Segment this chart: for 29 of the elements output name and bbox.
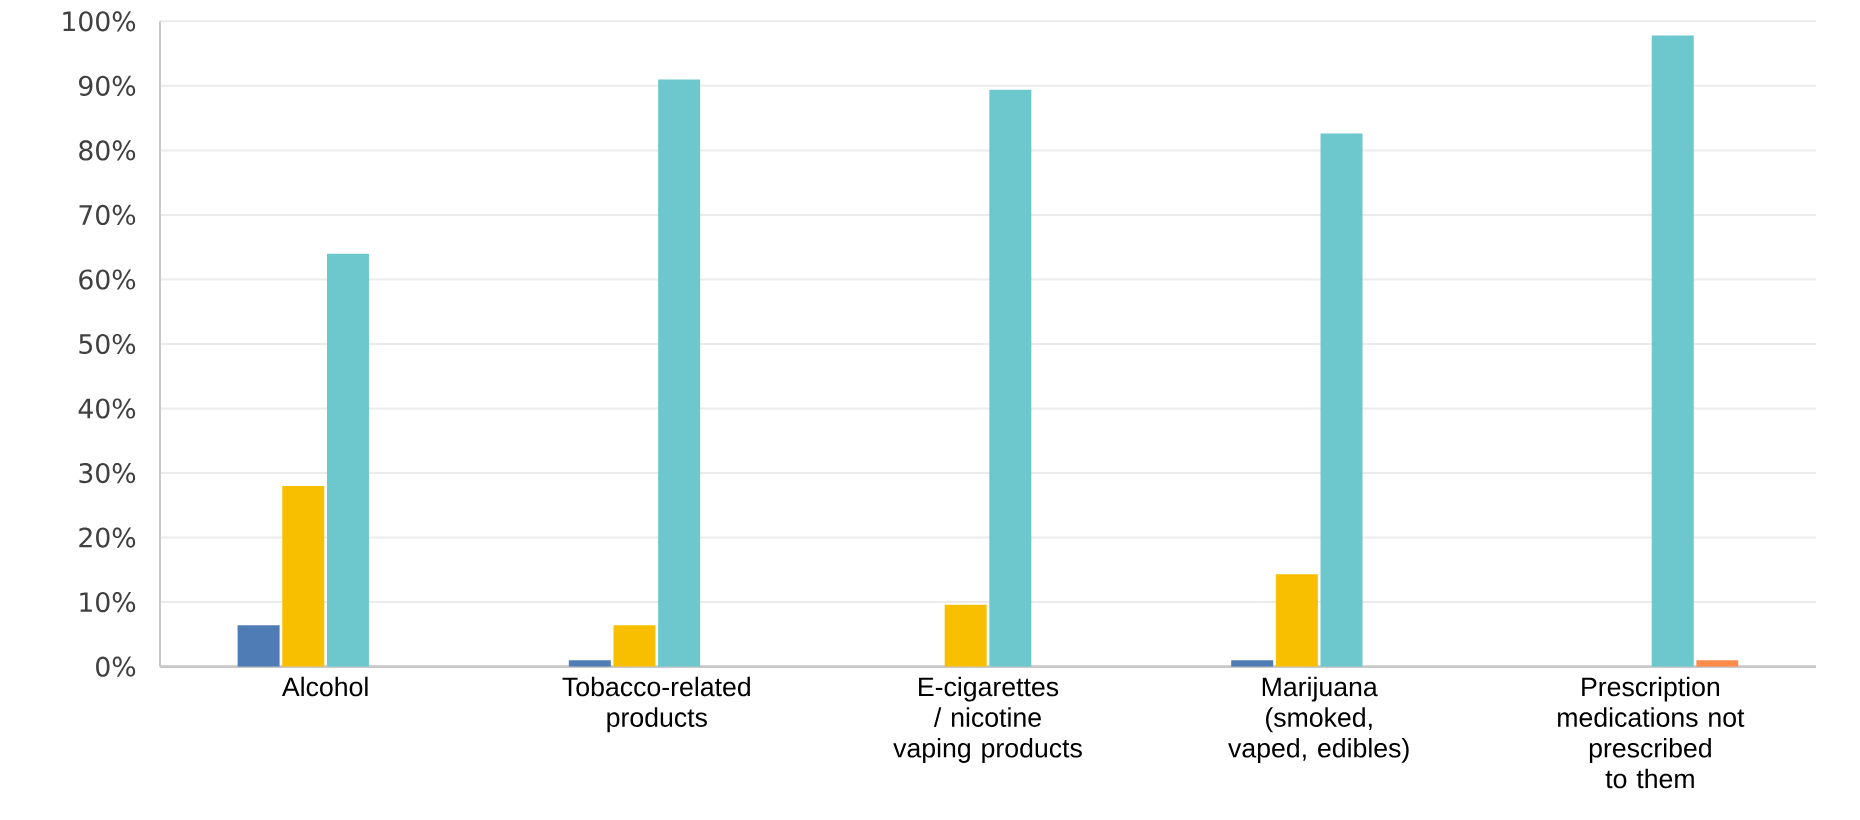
y-tick-label: 80% xyxy=(79,140,136,161)
bar xyxy=(1651,35,1694,667)
bar xyxy=(1231,660,1274,667)
y-tick-label: 70% xyxy=(79,204,136,226)
x-tick-label: Tobacco-related products xyxy=(562,676,750,733)
x-tick-label: Alcohol xyxy=(281,676,368,697)
bar xyxy=(237,625,280,667)
y-tick-label: 10% xyxy=(80,592,136,613)
y-tick-label: 0% xyxy=(96,656,136,677)
bar xyxy=(1275,574,1318,667)
bar xyxy=(1696,660,1739,667)
y-tick-label: 30% xyxy=(79,462,136,484)
y-tick-label: 20% xyxy=(79,527,136,548)
x-tick-label: E-cigarettes / nicotine vaping products xyxy=(893,676,1082,763)
y-tick-label: 40% xyxy=(78,398,136,419)
bar xyxy=(613,625,656,667)
y-tick-label: 100% xyxy=(63,11,136,32)
bar xyxy=(568,660,611,667)
bar xyxy=(989,89,1032,667)
x-tick-label: Marijuana (smoked, vaped, edibles) xyxy=(1228,676,1409,763)
bar xyxy=(326,253,369,667)
bar xyxy=(282,485,325,667)
bar xyxy=(658,79,701,667)
y-tick-label: 90% xyxy=(79,75,136,96)
bar xyxy=(1320,133,1363,667)
x-tick-label: Prescription medications not prescribed to them xyxy=(1558,676,1745,789)
y-tick-label: 60% xyxy=(79,269,136,290)
bar xyxy=(944,604,987,667)
y-tick-label: 50% xyxy=(79,333,136,355)
